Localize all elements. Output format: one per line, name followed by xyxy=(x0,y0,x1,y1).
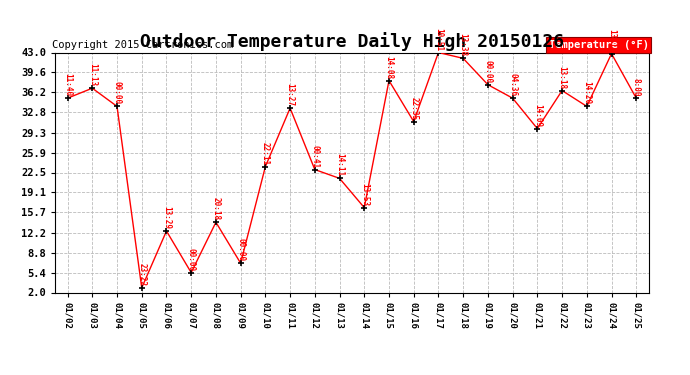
Text: 23:22: 23:22 xyxy=(137,263,146,286)
Text: 13:27: 13:27 xyxy=(286,83,295,106)
Text: 20:18: 20:18 xyxy=(211,197,220,220)
Text: 22:11: 22:11 xyxy=(261,142,270,165)
Text: 14:08: 14:08 xyxy=(384,56,393,79)
Text: 00:41: 00:41 xyxy=(310,145,319,168)
Text: 13:38: 13:38 xyxy=(459,33,468,57)
Text: 8:00: 8:00 xyxy=(632,78,641,96)
Text: 13:29: 13:29 xyxy=(162,206,171,229)
Text: 00:00: 00:00 xyxy=(484,60,493,83)
Text: 00:00: 00:00 xyxy=(187,248,196,271)
Text: 13:53: 13:53 xyxy=(359,183,368,206)
Text: 04:36: 04:36 xyxy=(508,73,517,96)
Text: 13:18: 13:18 xyxy=(558,66,566,89)
Text: 10:51: 10:51 xyxy=(434,28,443,51)
Text: 14:11: 14:11 xyxy=(335,153,344,177)
Title: Outdoor Temperature Daily High 20150126: Outdoor Temperature Daily High 20150126 xyxy=(140,32,564,51)
Text: 22:35: 22:35 xyxy=(409,97,418,120)
Text: 00:00: 00:00 xyxy=(112,81,121,105)
Text: 13:18: 13:18 xyxy=(607,29,616,52)
Text: 11:40: 11:40 xyxy=(63,73,72,96)
Text: Temperature (°F): Temperature (°F) xyxy=(549,40,649,50)
Text: 14:09: 14:09 xyxy=(533,104,542,127)
Text: 00:00: 00:00 xyxy=(236,238,245,261)
Text: Copyright 2015 Cartronics.com: Copyright 2015 Cartronics.com xyxy=(52,40,233,50)
Text: 14:20: 14:20 xyxy=(582,81,591,105)
Text: 11:13: 11:13 xyxy=(88,63,97,87)
